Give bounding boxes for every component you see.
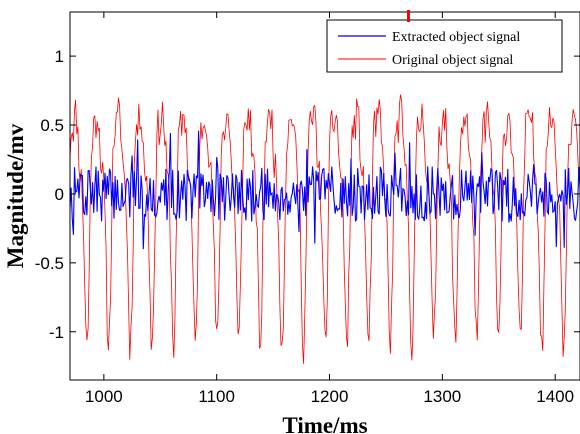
x-tick-label: 1300 (423, 387, 461, 406)
x-tick-label: 1400 (536, 387, 574, 406)
x-tick-label: 1000 (85, 387, 123, 406)
x-axis-ticks: 1000 1100 1200 1300 1400 (85, 12, 574, 406)
legend-label-original: Original object signal (392, 53, 513, 68)
y-tick-label: 1 (55, 47, 64, 66)
legend-label-extracted: Extracted object signal (392, 30, 520, 45)
y-tick-label: 0.5 (40, 116, 64, 135)
x-tick-label: 1200 (311, 387, 349, 406)
legend-box (326, 19, 563, 73)
x-axis-label: Time/ms (282, 413, 367, 434)
series-extracted-object-signal (70, 130, 580, 250)
y-tick-label: -0.5 (35, 254, 64, 273)
series-original-object-signal (70, 94, 580, 364)
y-tick-label: 0 (55, 185, 64, 204)
x-tick-label: 1100 (198, 387, 235, 406)
y-axis-ticks: -1 -0.5 0 0.5 1 (35, 47, 580, 342)
series-layer (70, 94, 580, 364)
y-tick-label: -1 (49, 323, 64, 342)
plot-frame (69, 11, 580, 381)
y-axis-label: Magnitude/mv (3, 123, 28, 268)
legend: Extracted object signal Original object … (326, 19, 563, 73)
